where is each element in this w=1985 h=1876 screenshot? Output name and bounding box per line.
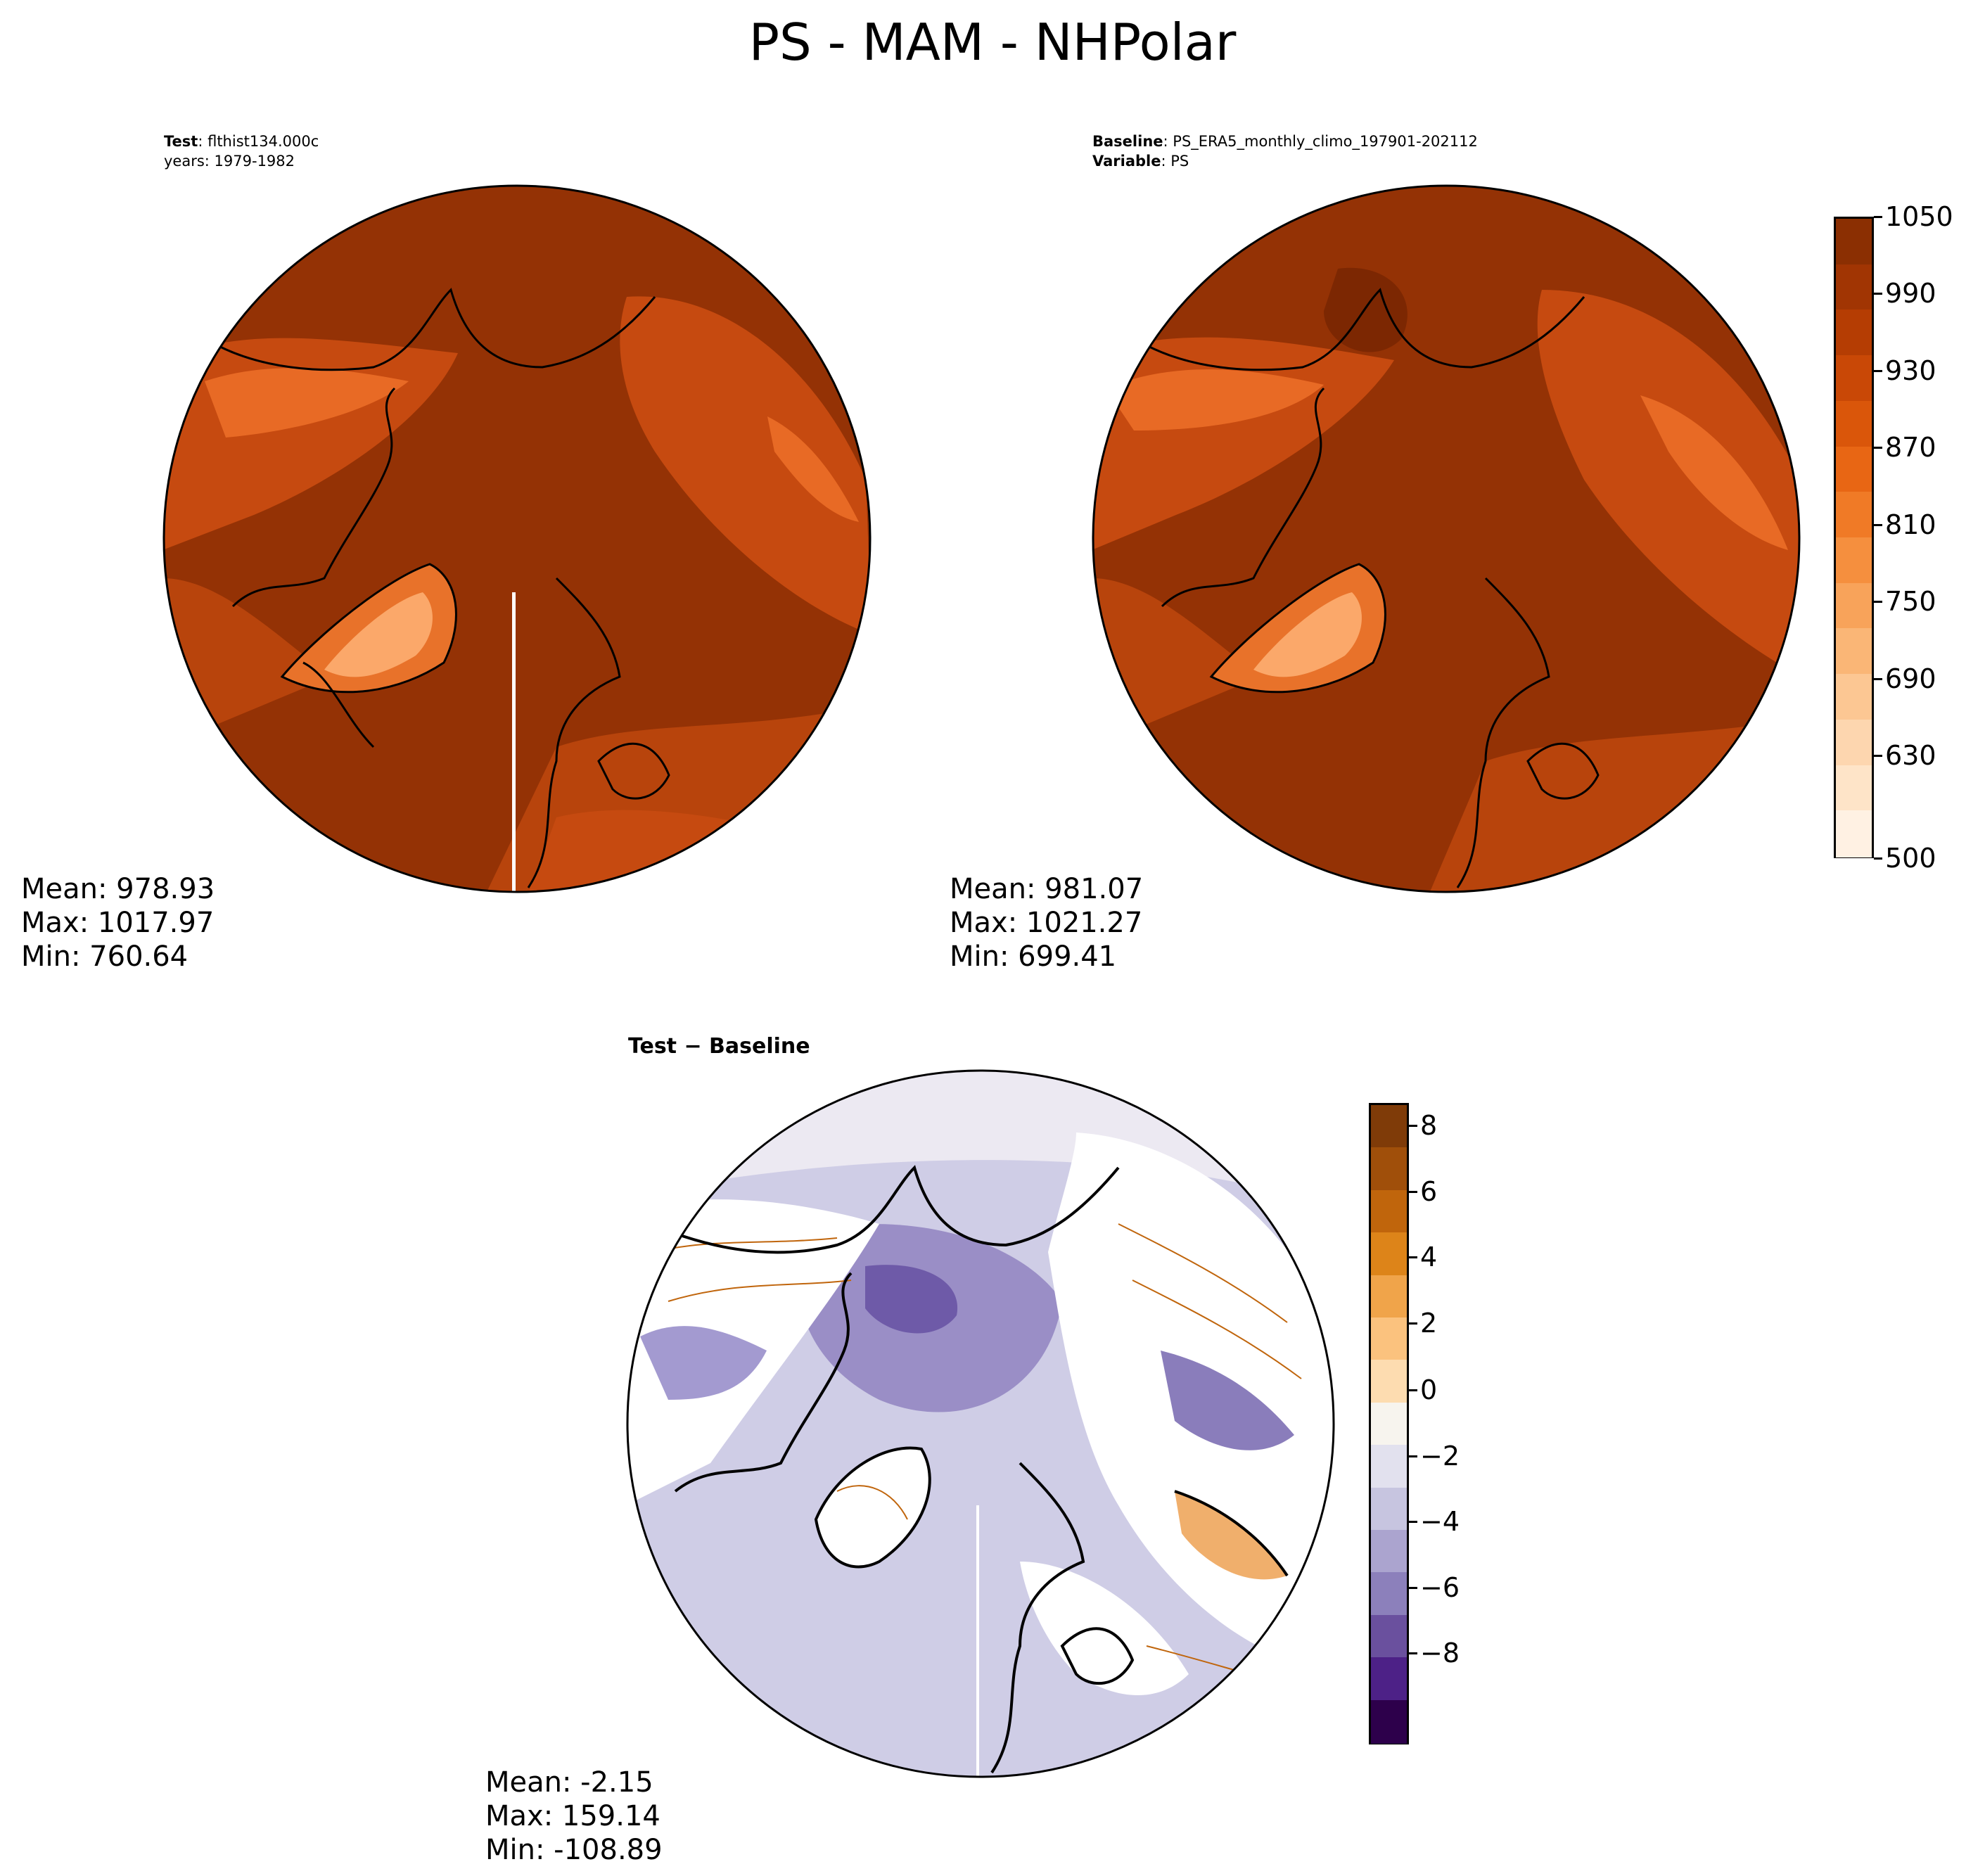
colorbar-segment [1836, 355, 1872, 402]
colorbar-tick-mark [1409, 1586, 1417, 1589]
colorbar-tick-label: 630 [1885, 740, 1936, 772]
colorbar-tick-label: 690 [1885, 663, 1936, 694]
colorbar-segment [1371, 1402, 1407, 1446]
colorbar-segment [1371, 1572, 1407, 1616]
colorbar-tick-label: −2 [1420, 1440, 1460, 1472]
test-polar-map [162, 184, 872, 893]
colorbar-segment [1371, 1275, 1407, 1319]
colorbar-tick-mark [1874, 293, 1882, 295]
colorbar-tick-label: 8 [1420, 1109, 1438, 1141]
colorbar-segment [1836, 719, 1872, 767]
baseline-header: Baseline: PS_ERA5_monthly_climo_197901-2… [1092, 133, 1478, 170]
colorbar-tick-mark [1874, 523, 1882, 526]
colorbar-tick-mark [1874, 601, 1882, 604]
diff-title: Test − Baseline [628, 1034, 810, 1059]
diff-mean: Mean: -2.15 [485, 1766, 653, 1799]
colorbar-segment [1371, 1317, 1407, 1362]
colorbar-tick-label: 2 [1420, 1307, 1438, 1339]
colorbar-tick-mark [1409, 1455, 1417, 1457]
colorbar-segment [1836, 446, 1872, 494]
colorbar-tick-label: 750 [1885, 586, 1936, 618]
variable-label-key: Variable [1092, 153, 1161, 170]
test-label-key: Test [164, 133, 198, 150]
test-years: years: 1979-1982 [164, 153, 295, 170]
colorbar-tick-mark [1409, 1190, 1417, 1193]
colorbar-tick-mark [1874, 369, 1882, 372]
colorbar-segment [1371, 1105, 1407, 1149]
test-header: Test: flthist134.000c years: 1979-1982 [164, 133, 319, 170]
test-max: Max: 1017.97 [21, 907, 215, 939]
colorbar-segment [1371, 1699, 1407, 1744]
colorbar-tick-label: 1050 [1885, 201, 1953, 232]
colorbar-tick-label: −4 [1420, 1505, 1460, 1537]
baseline-label-key: Baseline [1092, 133, 1163, 150]
colorbar-tick-label: 4 [1420, 1241, 1438, 1272]
baseline-max: Max: 1021.27 [950, 907, 1143, 939]
colorbar-segment [1371, 1232, 1407, 1277]
colorbar-segment [1371, 1529, 1407, 1574]
test-mean: Mean: 978.93 [21, 873, 215, 905]
colorbar-segment [1371, 1445, 1407, 1489]
colorbar-segment [1836, 492, 1872, 539]
colorbar-tick-mark [1874, 216, 1882, 218]
colorbar-tick-mark [1409, 1256, 1417, 1258]
colorbar-tick-label: −8 [1420, 1638, 1460, 1669]
diff-min: Min: -108.89 [485, 1834, 663, 1866]
colorbar-tick-mark [1874, 677, 1882, 680]
colorbar-tick-label: 500 [1885, 843, 1936, 874]
colorbar-segment [1371, 1189, 1407, 1234]
colorbar-segment [1836, 765, 1872, 812]
diff-max: Max: 159.14 [485, 1800, 660, 1832]
colorbar-tick-mark [1874, 447, 1882, 449]
colorbar-segment [1371, 1360, 1407, 1404]
test-stats: Mean: 978.93 Max: 1017.97 Min: 760.64 [21, 872, 215, 974]
baseline-dataset-name: PS_ERA5_monthly_climo_197901-202112 [1173, 133, 1478, 150]
colorbar-tick-label: −6 [1420, 1571, 1460, 1603]
difference-colorbar [1369, 1103, 1409, 1744]
colorbar-tick-mark [1409, 1124, 1417, 1127]
baseline-polar-map [1092, 184, 1801, 893]
colorbar-segment [1836, 810, 1872, 857]
colorbar-tick-mark [1409, 1652, 1417, 1655]
colorbar-tick-mark [1874, 857, 1882, 860]
pressure-colorbar [1834, 217, 1874, 858]
colorbar-segment [1836, 628, 1872, 675]
colorbar-segment [1371, 1657, 1407, 1702]
baseline-mean: Mean: 981.07 [950, 873, 1144, 905]
colorbar-tick-label: 810 [1885, 509, 1936, 540]
colorbar-tick-label: 0 [1420, 1374, 1438, 1405]
colorbar-tick-label: 6 [1420, 1175, 1438, 1207]
diff-polar-map [626, 1069, 1335, 1778]
colorbar-tick-label: 870 [1885, 432, 1936, 464]
colorbar-tick-label: 990 [1885, 278, 1936, 310]
colorbar-tick-label: 930 [1885, 355, 1936, 386]
colorbar-segment [1836, 310, 1872, 357]
colorbar-tick-mark [1409, 1389, 1417, 1391]
test-case-name: flthist134.000c [208, 133, 319, 150]
colorbar-segment [1836, 219, 1872, 266]
baseline-min: Min: 699.41 [950, 940, 1117, 973]
colorbar-segment [1836, 582, 1872, 630]
variable-name: PS [1170, 153, 1189, 170]
diff-stats: Mean: -2.15 Max: 159.14 Min: -108.89 [485, 1766, 663, 1867]
colorbar-segment [1836, 400, 1872, 448]
colorbar-segment [1371, 1487, 1407, 1531]
test-min: Min: 760.64 [21, 940, 189, 973]
colorbar-tick-mark [1874, 755, 1882, 758]
figure-title: PS - MAM - NHPolar [748, 13, 1237, 72]
baseline-stats: Mean: 981.07 Max: 1021.27 Min: 699.41 [950, 872, 1143, 974]
colorbar-tick-mark [1409, 1520, 1417, 1523]
colorbar-segment [1371, 1147, 1407, 1192]
colorbar-segment [1836, 674, 1872, 721]
colorbar-segment [1836, 264, 1872, 312]
colorbar-tick-mark [1409, 1322, 1417, 1325]
colorbar-segment [1836, 537, 1872, 585]
colorbar-segment [1371, 1614, 1407, 1659]
